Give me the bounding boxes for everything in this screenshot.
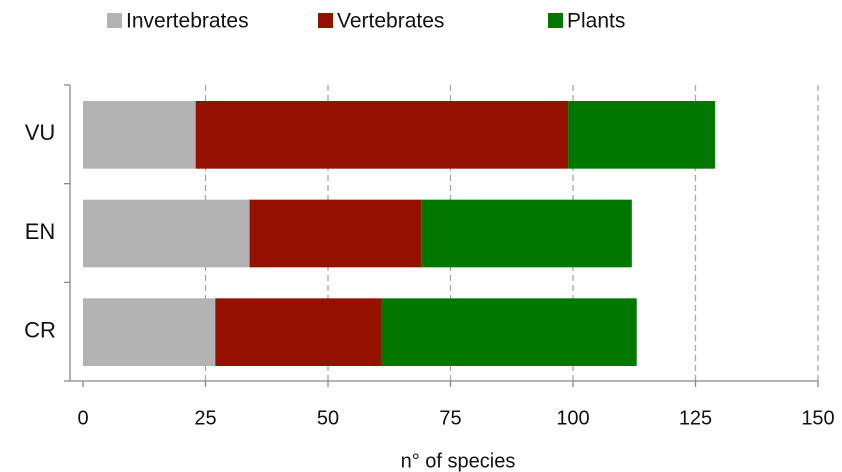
bar-segment bbox=[83, 199, 250, 268]
x-tick-label: 25 bbox=[194, 407, 216, 429]
bar-segment bbox=[381, 298, 637, 366]
legend-label: Invertebrates bbox=[126, 10, 249, 33]
legend-swatch bbox=[107, 13, 122, 28]
bar-segment bbox=[83, 101, 196, 169]
legend-swatch bbox=[548, 13, 563, 28]
x-tick-label: 75 bbox=[439, 407, 461, 429]
x-tick-label: 50 bbox=[317, 407, 339, 429]
x-tick-label: 150 bbox=[801, 407, 834, 429]
legend-swatch bbox=[318, 13, 333, 28]
bar-segment bbox=[249, 199, 422, 268]
x-axis-label: n° of species bbox=[401, 450, 516, 472]
bar-segment bbox=[83, 298, 216, 366]
bar-segment bbox=[195, 101, 569, 169]
y-tick-label: CR bbox=[24, 317, 56, 342]
y-tick-label: VU bbox=[25, 120, 56, 145]
bar-segment bbox=[568, 101, 716, 169]
bar-segment bbox=[215, 298, 382, 366]
legend-label: Vertebrates bbox=[337, 10, 444, 33]
bar-segment bbox=[421, 199, 632, 268]
y-tick-label: EN bbox=[25, 219, 56, 244]
x-tick-label: 0 bbox=[77, 407, 88, 429]
legend-label: Plants bbox=[567, 10, 625, 33]
x-tick-label: 125 bbox=[679, 407, 712, 429]
x-tick-label: 100 bbox=[556, 407, 589, 429]
